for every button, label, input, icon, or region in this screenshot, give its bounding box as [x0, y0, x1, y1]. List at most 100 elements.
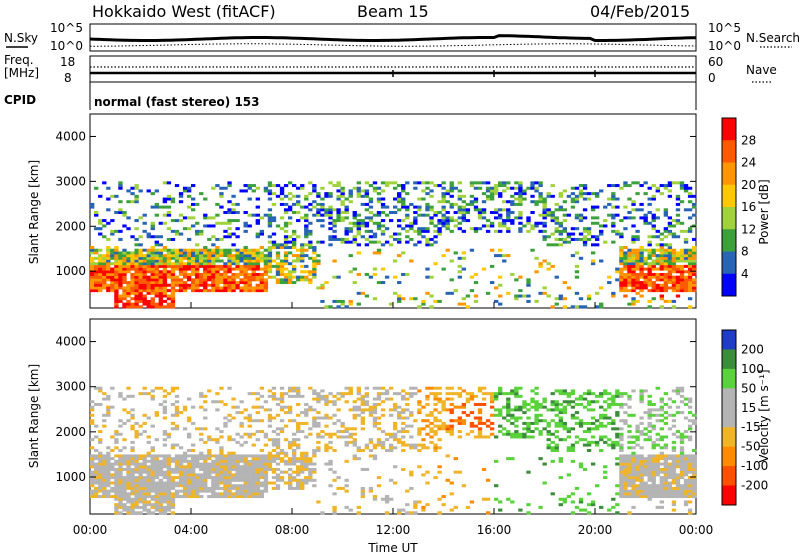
- heatmap-cell: [320, 389, 325, 393]
- heatmap-cell: [356, 446, 361, 450]
- heatmap-cell: [643, 427, 648, 431]
- heatmap-cell: [691, 419, 697, 423]
- heatmap-cell: [566, 286, 572, 290]
- heatmap-cell: [150, 251, 155, 255]
- heatmap-cell: [227, 264, 232, 268]
- heatmap-cell: [134, 194, 139, 198]
- heatmap-cell: [170, 457, 176, 461]
- heatmap-cell: [130, 251, 135, 255]
- heatmap-cell: [421, 508, 426, 512]
- heatmap-cell: [300, 256, 305, 260]
- heatmap-cell: [554, 229, 559, 233]
- heatmap-cell: [663, 402, 669, 406]
- heatmap-cell: [639, 262, 644, 266]
- heatmap-cell: [494, 408, 499, 412]
- heatmap-cell: [687, 262, 693, 266]
- heatmap-cell: [150, 278, 155, 282]
- heatmap-cell: [619, 251, 624, 255]
- heatmap-cell: [186, 283, 192, 287]
- heatmap-cell: [174, 283, 180, 287]
- heatmap-cell: [122, 281, 127, 285]
- heatmap-cell: [174, 289, 180, 293]
- heatmap-cell: [114, 259, 119, 263]
- heatmap-cell: [489, 186, 495, 190]
- heatmap-cell: [231, 259, 236, 263]
- heatmap-cell: [150, 462, 155, 466]
- heatmap-cell: [671, 278, 677, 282]
- heatmap-cell: [352, 216, 357, 220]
- heatmap-cell: [186, 465, 192, 469]
- heatmap-cell: [316, 213, 321, 217]
- heatmap-cell: [106, 462, 111, 466]
- heatmap-cell: [481, 421, 487, 425]
- heatmap-cell: [207, 489, 212, 493]
- heatmap-cell: [659, 278, 664, 282]
- heatmap-cell: [182, 254, 188, 258]
- heatmap-cell: [360, 394, 366, 398]
- heatmap-cell: [453, 470, 458, 474]
- heatmap-cell: [441, 427, 446, 431]
- heatmap-cell: [287, 272, 293, 276]
- cpid-text: normal (fast stereo) 153: [94, 95, 260, 109]
- heatmap-cell: [130, 286, 135, 290]
- heatmap-cell: [150, 454, 155, 458]
- heatmap-cell: [667, 476, 673, 480]
- heatmap-cell: [207, 457, 212, 461]
- heatmap-cell: [231, 416, 236, 420]
- heatmap-cell: [227, 254, 232, 258]
- heatmap-cell: [199, 283, 204, 287]
- heatmap-cell: [558, 408, 563, 412]
- heatmap-cell: [647, 408, 652, 412]
- heatmap-cell: [352, 416, 357, 420]
- heatmap-cell: [679, 221, 685, 225]
- heatmap-cell: [300, 275, 305, 279]
- heatmap-cell: [384, 449, 390, 453]
- heatmap-cell: [655, 216, 660, 220]
- heatmap-cell: [138, 392, 143, 396]
- heatmap-cell: [453, 224, 458, 228]
- heatmap-cell: [114, 254, 119, 258]
- heatmap-cell: [372, 495, 378, 499]
- heatmap-cell: [558, 243, 563, 247]
- heatmap-cell: [667, 413, 673, 417]
- heatmap-cell: [675, 465, 681, 469]
- heatmap-cell: [425, 237, 430, 241]
- heatmap-cell: [211, 259, 216, 263]
- heatmap-cell: [227, 419, 232, 423]
- heatmap-cell: [259, 286, 265, 290]
- heatmap-cell: [223, 235, 228, 239]
- heatmap-cell: [247, 465, 252, 469]
- heatmap-cell: [231, 484, 236, 488]
- heatmap-cell: [659, 246, 664, 250]
- heatmap-cell: [631, 484, 636, 488]
- heatmap-cell: [308, 278, 313, 282]
- heatmap-cell: [332, 224, 337, 228]
- heatmap-cell: [433, 299, 438, 303]
- heatmap-cell: [348, 200, 353, 204]
- heatmap-cell: [393, 438, 398, 442]
- heatmap-cell: [279, 264, 285, 268]
- heatmap-cell: [659, 286, 664, 290]
- heatmap-cell: [122, 305, 127, 309]
- heatmap-cell: [498, 208, 503, 212]
- heatmap-cell: [292, 419, 297, 423]
- heatmap-cell: [647, 421, 652, 425]
- heatmap-cell: [619, 495, 624, 499]
- heatmap-cell: [243, 267, 248, 271]
- heatmap-cell: [239, 267, 244, 271]
- heatmap-cell: [550, 232, 555, 236]
- heatmap-cell: [178, 286, 184, 290]
- heatmap-cell: [247, 392, 252, 396]
- heatmap-cell: [663, 481, 669, 485]
- heatmap-cell: [243, 184, 248, 188]
- heatmap-cell: [292, 246, 297, 250]
- heatmap-cell: [494, 211, 499, 214]
- heatmap-cell: [687, 465, 693, 469]
- heatmap-cell: [219, 465, 224, 469]
- heatmap-cell: [647, 270, 652, 274]
- heatmap-cell: [195, 256, 200, 260]
- heatmap-cell: [251, 213, 256, 217]
- heatmap-cell: [304, 467, 309, 471]
- heatmap-cell: [647, 497, 652, 501]
- heatmap-cell: [332, 413, 337, 417]
